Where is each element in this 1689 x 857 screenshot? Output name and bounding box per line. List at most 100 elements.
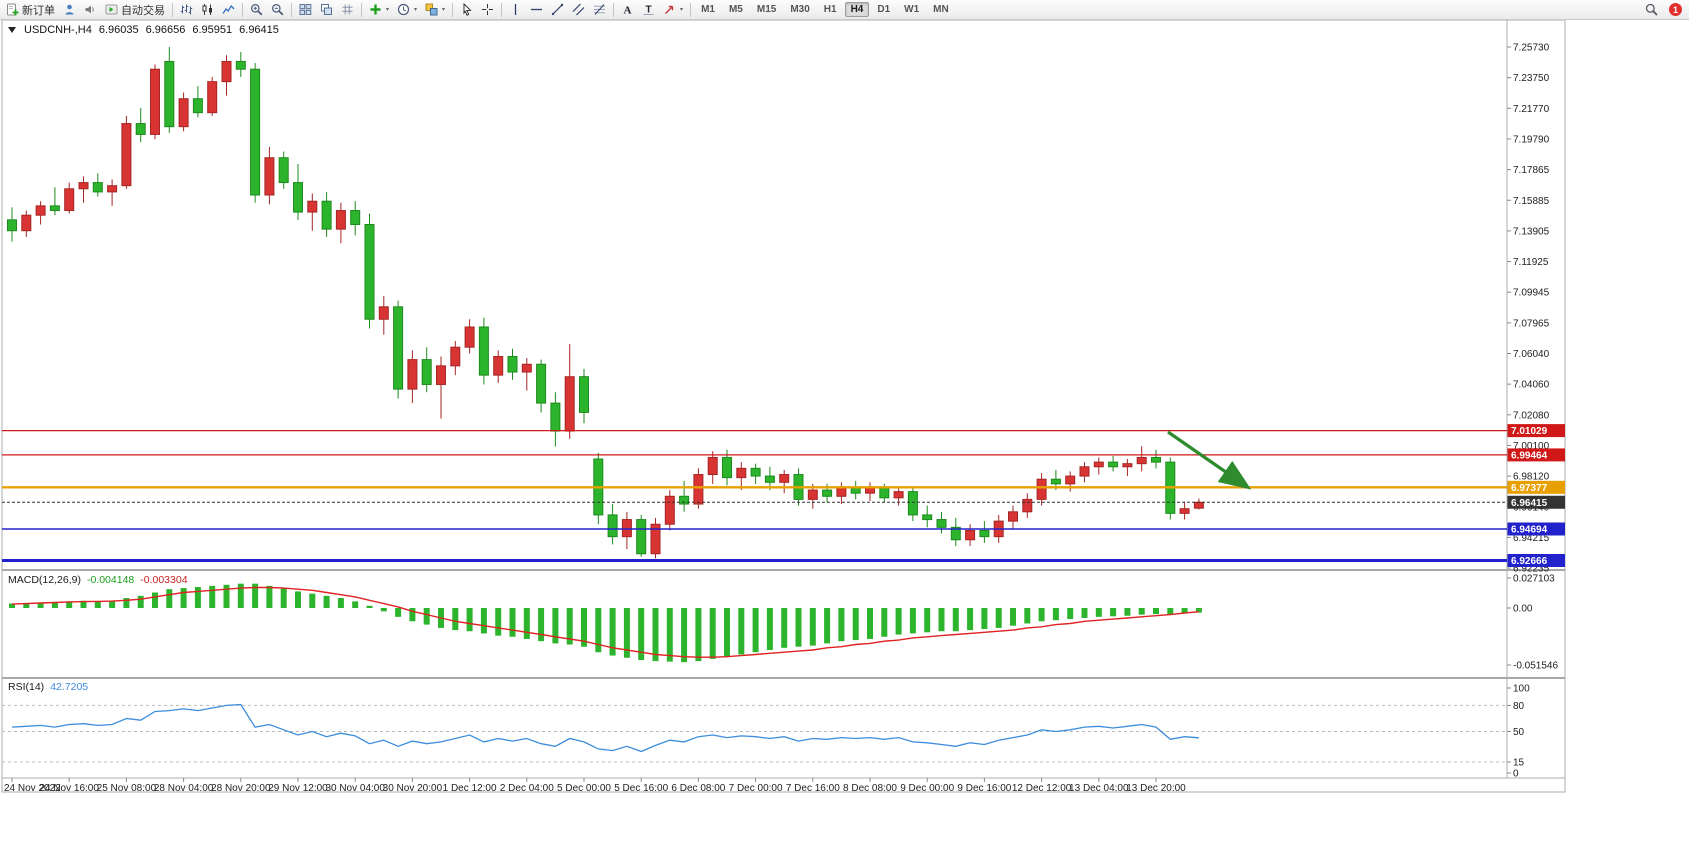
candle (64, 182, 75, 214)
macd-panel: 0.027103 0.00 -0.051546 (9, 574, 1558, 672)
rsi-name: RSI(14) (8, 681, 45, 693)
macd-histogram-bar (352, 601, 359, 608)
macd-histogram-bar (981, 608, 988, 630)
price-axis-label: 7.04060 (1513, 380, 1550, 391)
toolbar-separator (172, 2, 173, 17)
templates-button[interactable]: ▾ (421, 1, 449, 19)
candle (536, 359, 547, 413)
price-axis-label: 7.21770 (1513, 104, 1550, 115)
candle (293, 163, 303, 220)
zoom-out-button[interactable] (267, 1, 288, 19)
time-axis-label: 30 Nov 04:00 (325, 783, 385, 794)
ohlc-high: 6.96656 (145, 24, 186, 36)
macd-histogram-bar (252, 583, 259, 608)
fibonacci-button[interactable] (589, 1, 610, 19)
toolbar-separator (501, 2, 503, 17)
macd-histogram-bar (952, 608, 959, 632)
main-toolbar: 新订单 自动交易 ▾ ▾ ▾ A T ▾ M1 M5 M15 M30 H1 H4 D1 W1 MN 1 (0, 0, 1689, 20)
channel-button[interactable] (568, 1, 589, 19)
ohlc-open: 6.96035 (98, 24, 139, 36)
macd-histogram-bar (1153, 608, 1159, 615)
timeframe-m30-button[interactable]: M30 (790, 4, 810, 15)
candle (78, 176, 89, 203)
candle (1065, 471, 1076, 492)
macd-histogram-bar (51, 601, 58, 608)
panel-splitter[interactable] (2, 569, 1565, 571)
ohlc-close: 6.96415 (239, 24, 279, 36)
candle (636, 514, 647, 557)
toolbar-separator (452, 2, 454, 17)
candle (221, 55, 232, 96)
macd-histogram-bar (9, 603, 15, 608)
timeframe-h4-button[interactable]: H4 (844, 2, 870, 17)
templates-icon (425, 3, 438, 16)
timeframe-w1-button[interactable]: W1 (904, 4, 920, 15)
horizontal-line-icon (530, 3, 543, 16)
indicators-button[interactable]: ▾ (365, 1, 393, 19)
timeframe-d1-button[interactable]: D1 (877, 4, 891, 15)
candle (1122, 459, 1133, 477)
panel-splitter[interactable] (2, 677, 1565, 679)
notification-badge[interactable]: 1 (1669, 3, 1682, 16)
cursor-button[interactable] (456, 1, 477, 19)
sound-button[interactable] (80, 1, 101, 19)
zoom-in-button[interactable] (246, 1, 267, 19)
macd-histogram-bar (66, 601, 73, 608)
new-order-button[interactable]: 新订单 (2, 1, 59, 19)
timeframe-m15-button[interactable]: M15 (756, 4, 777, 15)
candle (436, 356, 446, 419)
timeframe-m5-button[interactable]: M5 (728, 4, 743, 15)
candle (1193, 498, 1204, 510)
timeframe-h1-button[interactable]: H1 (823, 4, 837, 15)
macd-histogram-bar (337, 598, 344, 608)
periods-button[interactable]: ▾ (393, 1, 421, 19)
profile-button[interactable] (59, 1, 80, 19)
candle (121, 115, 132, 189)
macd-histogram-bar (538, 608, 545, 642)
cascade-windows-button[interactable] (316, 1, 337, 19)
trendline-button[interactable] (547, 1, 568, 19)
trend-arrow-object[interactable] (1167, 430, 1252, 490)
candle (493, 350, 504, 383)
candle (464, 319, 475, 354)
toolbar-separator (361, 2, 362, 17)
text-button[interactable]: A (617, 1, 638, 19)
macd-histogram-bar (924, 608, 931, 633)
macd-histogram-bar (366, 605, 373, 608)
horizontal-line-button[interactable] (526, 1, 547, 19)
search-button[interactable] (1641, 1, 1662, 19)
crosshair-button[interactable] (477, 1, 498, 19)
price-tag (1507, 424, 1565, 438)
levels-layer: 7.01029 6.99464 6.97377 6.96415 6.94694 6.926… (2, 424, 1565, 567)
candlestick-chart-button[interactable] (197, 1, 218, 19)
macd-histogram-bar (766, 608, 773, 651)
toolbar-right-area: 1 (1641, 1, 1687, 19)
time-axis-label: 28 Nov 20:00 (211, 783, 271, 794)
text-label-button[interactable]: T (638, 1, 659, 19)
vertical-line-button[interactable] (505, 1, 526, 19)
macd-histogram-bar (566, 608, 573, 645)
macd-histogram-bar (80, 600, 87, 608)
time-axis-label: 13 Dec 04:00 (1069, 783, 1129, 794)
macd-histogram-bar (37, 602, 44, 608)
autotrading-button[interactable]: 自动交易 (101, 1, 169, 19)
timeframe-m1-button[interactable]: M1 (701, 4, 715, 15)
bar-chart-button[interactable] (176, 1, 197, 19)
timeframe-mn-button[interactable]: MN (933, 4, 949, 15)
candle (950, 518, 961, 546)
time-axis-label: 2 Dec 04:00 (500, 783, 554, 794)
macd-histogram-bar (1010, 608, 1016, 626)
cursor-icon (460, 3, 473, 16)
macd-main-value: -0.004148 (86, 574, 135, 586)
macd-histogram-bar (280, 588, 287, 608)
symbol-dropdown-icon[interactable] (8, 27, 16, 33)
arrows-button[interactable]: ▾ (659, 1, 687, 19)
price-tag (1507, 448, 1565, 462)
tile-windows-button[interactable] (295, 1, 316, 19)
macd-histogram-bar (738, 608, 745, 655)
candle (1079, 462, 1090, 483)
line-chart-button[interactable] (218, 1, 239, 19)
grid-button[interactable] (337, 1, 358, 19)
